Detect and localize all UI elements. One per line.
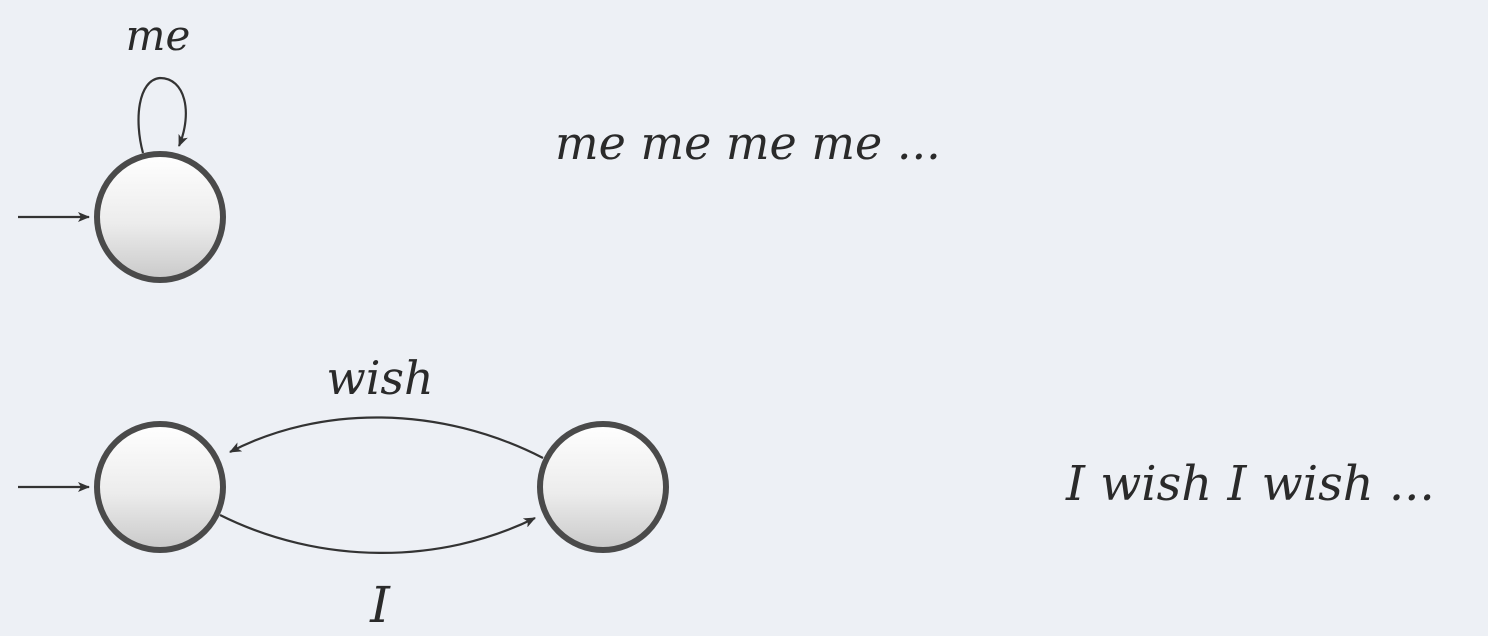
edge-i-label: I (369, 576, 391, 634)
edge-i (219, 514, 536, 554)
edge-wish (229, 416, 544, 459)
state-q0-bottom (94, 421, 226, 553)
automaton-top: me me me me me ... (18, 11, 941, 283)
state-q0-top (94, 151, 226, 283)
language-top: me me me me ... (555, 116, 941, 170)
automaton-bottom: wish I I wish I wish ... (18, 351, 1435, 634)
language-bottom: I wish I wish ... (1065, 456, 1435, 512)
self-loop-edge (137, 76, 188, 154)
self-loop-label: me (126, 11, 191, 60)
edge-wish-label: wish (326, 351, 433, 405)
state-q1-bottom (537, 421, 669, 553)
